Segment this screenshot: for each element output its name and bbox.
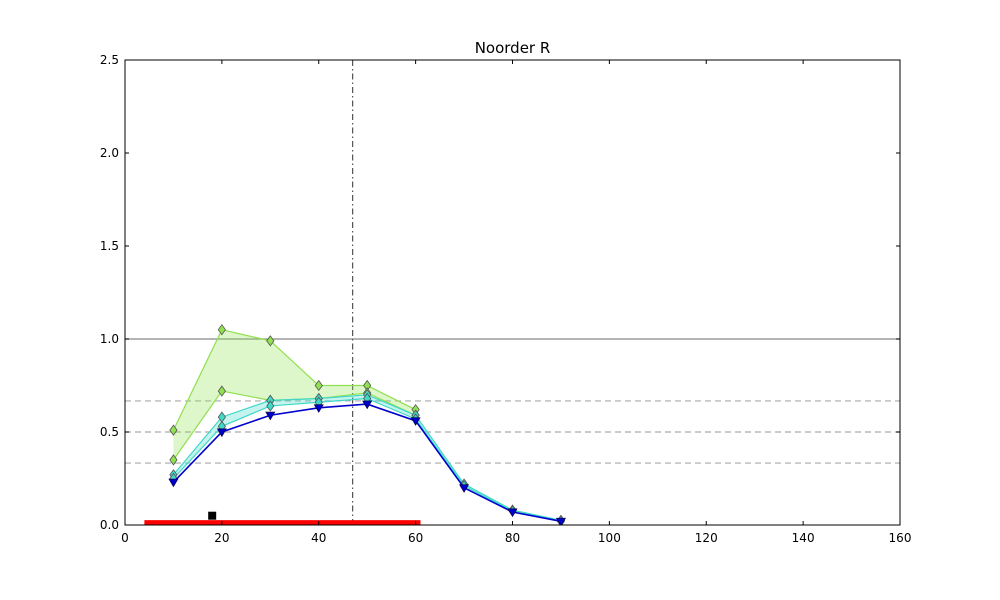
band-marker-upper-0-1 xyxy=(217,324,226,336)
series-point-0-3 xyxy=(313,404,324,413)
x-tick-label: 120 xyxy=(695,531,718,545)
x-tick-label: 20 xyxy=(214,531,229,545)
y-tick-label: 2.0 xyxy=(100,146,119,160)
red-bar xyxy=(144,520,421,525)
x-tick-label: 40 xyxy=(311,531,326,545)
y-tick-label: 1.0 xyxy=(100,332,119,346)
y-tick-label: 0.5 xyxy=(100,425,119,439)
band-fill-0 xyxy=(173,329,416,460)
plot-area xyxy=(125,60,900,525)
x-tick-label: 100 xyxy=(598,531,621,545)
x-tick-label: 80 xyxy=(505,531,520,545)
series-point-0-0 xyxy=(168,478,179,488)
band-marker-lower-0-1 xyxy=(217,385,226,397)
x-tick-label: 60 xyxy=(408,531,423,545)
band-marker-lower-1-2 xyxy=(266,400,275,412)
x-tick-label: 140 xyxy=(792,531,815,545)
band-marker-upper-0-0 xyxy=(169,424,178,436)
series-point-0-2 xyxy=(265,411,276,421)
band-upper-line-1 xyxy=(172,394,562,521)
x-tick-label: 160 xyxy=(889,531,912,545)
band-marker-upper-0-2 xyxy=(266,335,275,347)
series-point-0-5 xyxy=(410,417,421,426)
plot-content xyxy=(125,60,900,525)
band-upper-line-0 xyxy=(172,329,416,431)
axes: 0 20 40 60 80 100 120 140 160 0.0 0.5 1.0 1.5 2.0 2.5 xyxy=(100,53,912,545)
y-tick-label: 1.5 xyxy=(100,239,119,253)
series-point-0-6 xyxy=(459,484,470,493)
series-point-0-4 xyxy=(362,400,373,410)
y-tick-label: 2.5 xyxy=(100,53,119,67)
black-square-marker xyxy=(208,511,217,520)
series-point-0-1 xyxy=(216,428,227,438)
axes-frame xyxy=(124,59,901,526)
band-marker-upper-0-3 xyxy=(314,379,323,392)
series-point-0-8 xyxy=(555,517,566,525)
series-point-0-7 xyxy=(507,508,518,518)
x-tick-label: 0 xyxy=(121,531,129,545)
y-tick-label: 0.0 xyxy=(100,518,119,532)
chart-title: Noorder R xyxy=(475,39,551,57)
band-marker-lower-0-0 xyxy=(169,454,178,466)
